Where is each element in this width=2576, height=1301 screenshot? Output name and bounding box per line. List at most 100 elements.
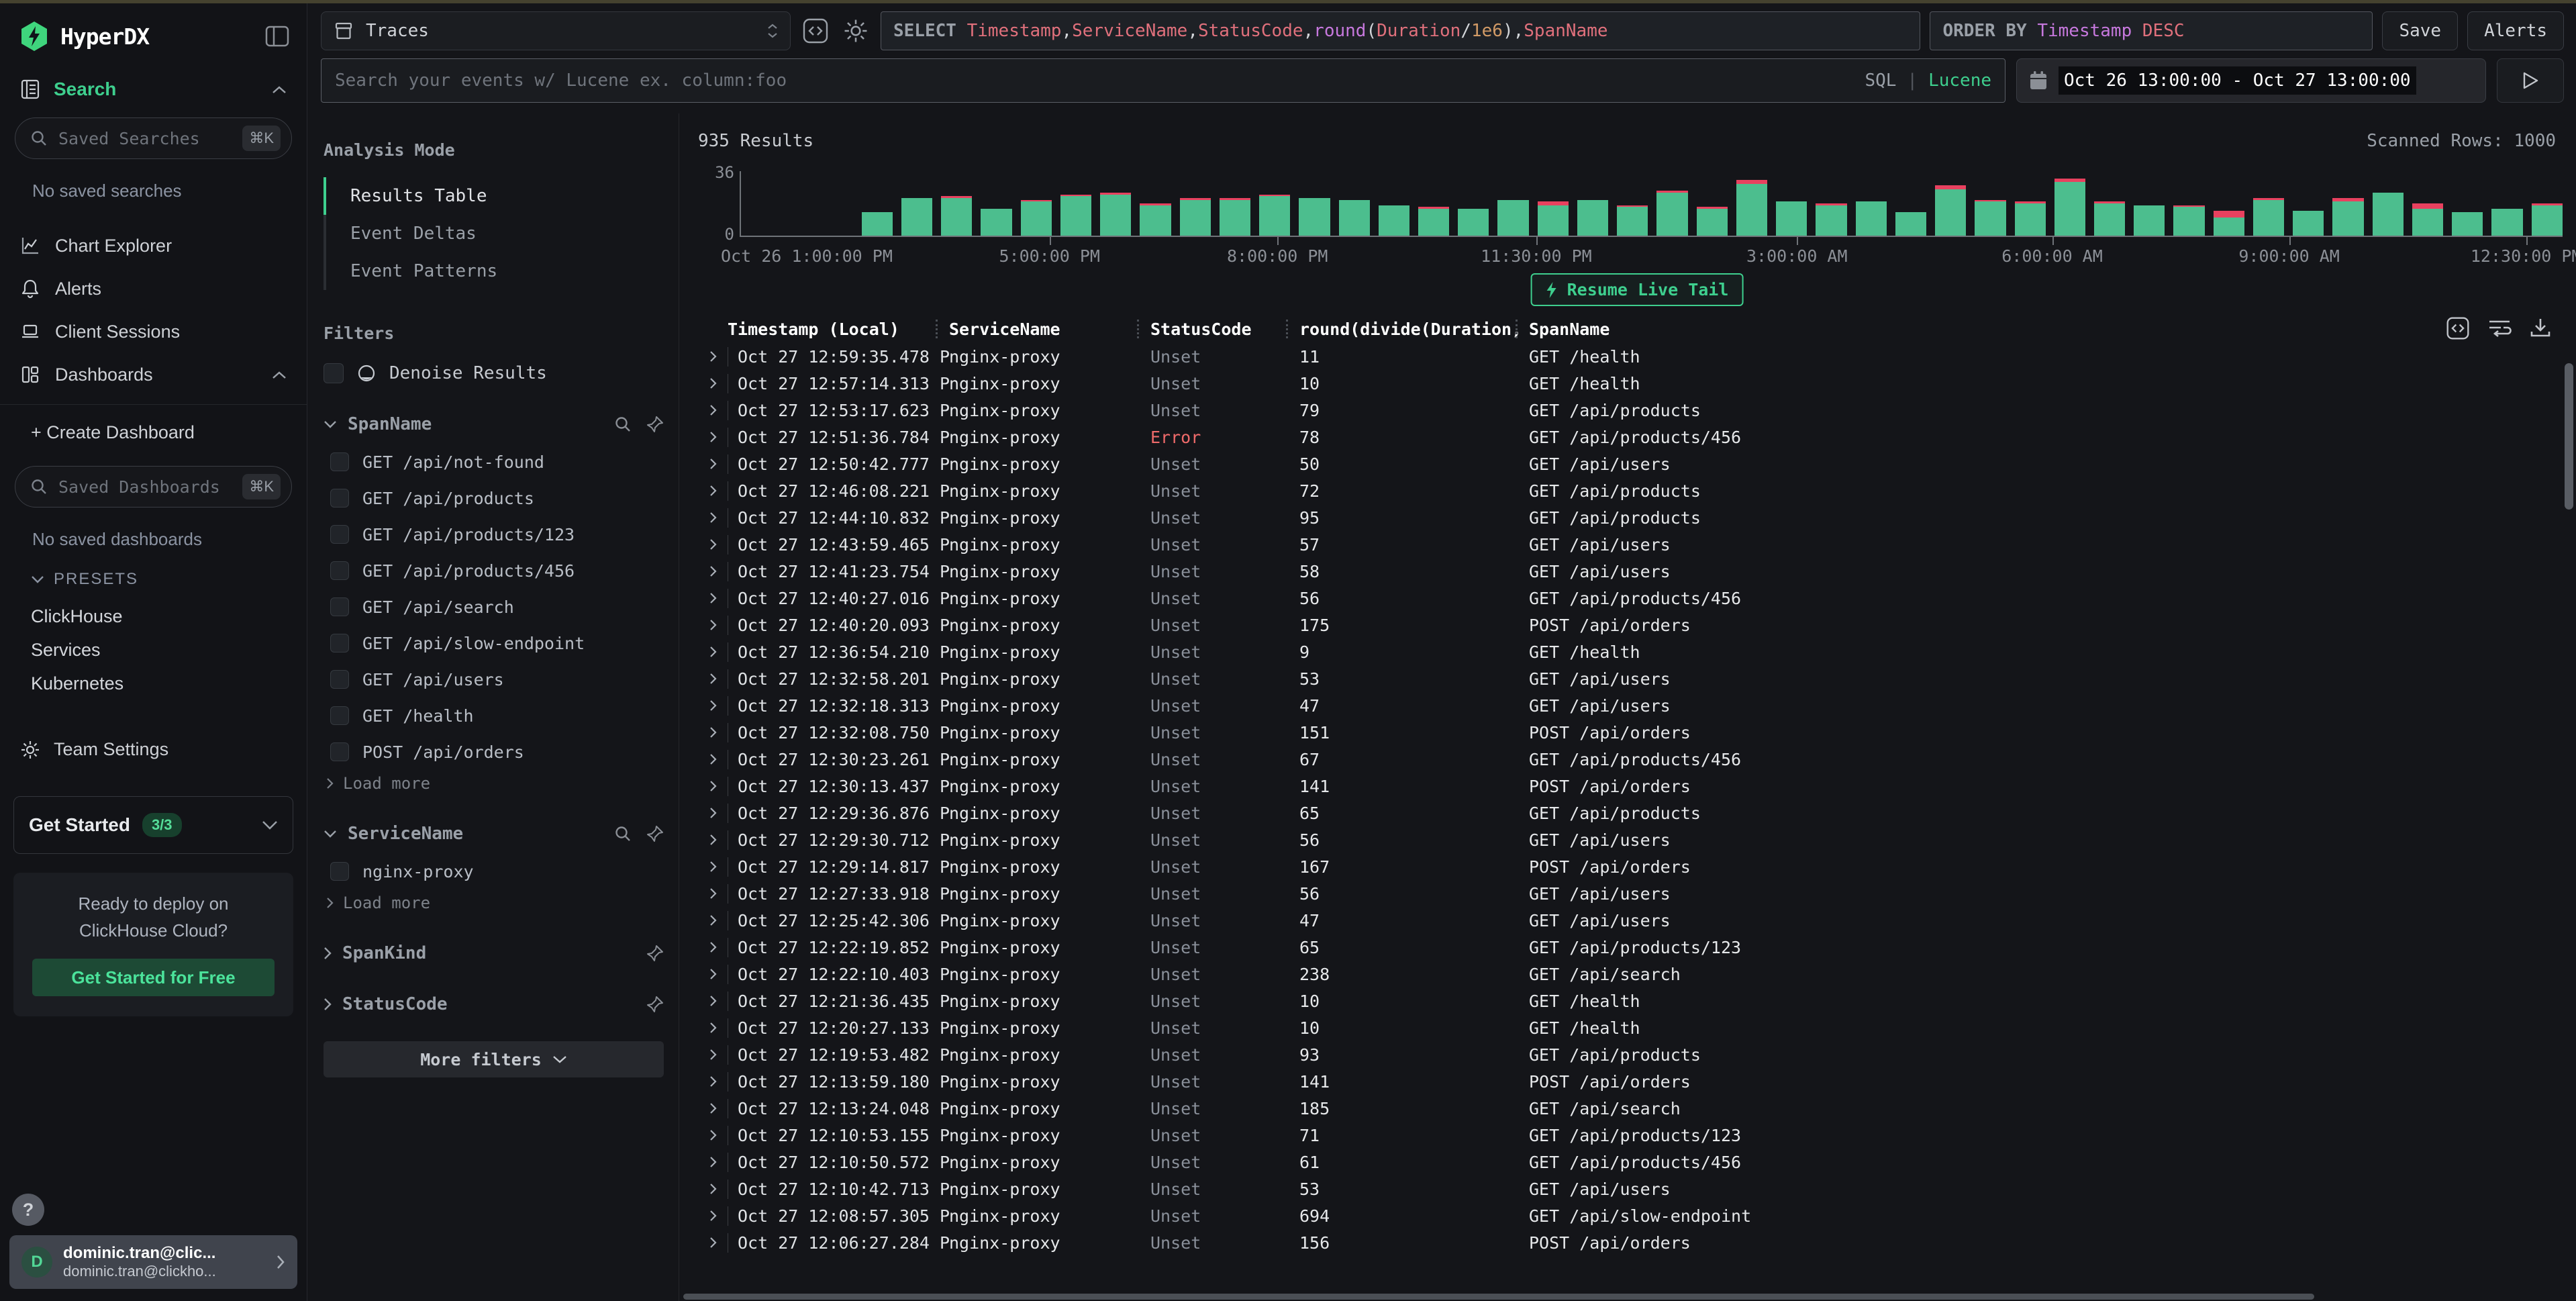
table-row[interactable]: Oct 27 12:40:20.093 PM nginx-proxy Unset…	[698, 612, 2576, 638]
select-columns-input[interactable]: SELECT Timestamp,ServiceName,StatusCode,…	[881, 11, 1921, 50]
wrap-lines-icon[interactable]	[2487, 318, 2512, 339]
filter-option[interactable]: GET /health	[324, 697, 664, 734]
vertical-scrollbar-thumb[interactable]	[2565, 363, 2573, 510]
table-row[interactable]: Oct 27 12:22:10.403 PM nginx-proxy Unset…	[698, 961, 2576, 987]
filter-checkbox[interactable]	[330, 452, 349, 471]
table-row[interactable]: Oct 27 12:13:59.180 PM nginx-proxy Unset…	[698, 1068, 2576, 1095]
spanname-load-more[interactable]: Load more	[326, 774, 664, 793]
filter-option[interactable]: GET /api/products/123	[324, 516, 664, 552]
resume-live-tail-button[interactable]: Resume Live Tail	[1530, 273, 1744, 306]
row-expand-chevron[interactable]	[698, 1022, 728, 1034]
table-row[interactable]: Oct 27 12:20:27.133 PM nginx-proxy Unset…	[698, 1014, 2576, 1041]
servicename-load-more[interactable]: Load more	[326, 894, 664, 912]
row-expand-chevron[interactable]	[698, 404, 728, 416]
table-row[interactable]: Oct 27 12:25:42.306 PM nginx-proxy Unset…	[698, 907, 2576, 934]
preset-dashboard-link[interactable]: Services	[31, 639, 101, 660]
preset-dashboard-link[interactable]: Kubernetes	[31, 673, 124, 693]
row-expand-chevron[interactable]	[698, 700, 728, 712]
row-expand-chevron[interactable]	[698, 1075, 728, 1088]
table-row[interactable]: Oct 27 12:32:08.750 PM nginx-proxy Unset…	[698, 719, 2576, 746]
filter-checkbox[interactable]	[330, 634, 349, 653]
filter-checkbox[interactable]	[330, 489, 349, 508]
analysis-mode-tab[interactable]: Event Patterns	[350, 261, 498, 281]
collapse-sidebar-icon[interactable]	[265, 26, 289, 47]
row-expand-chevron[interactable]	[698, 726, 728, 738]
table-row[interactable]: Oct 27 12:43:59.465 PM nginx-proxy Unset…	[698, 531, 2576, 558]
row-expand-chevron[interactable]	[698, 887, 728, 900]
presets-toggle[interactable]: PRESETS	[31, 570, 307, 589]
row-expand-chevron[interactable]	[698, 1156, 728, 1168]
table-row[interactable]: Oct 27 12:10:50.572 PM nginx-proxy Unset…	[698, 1149, 2576, 1175]
download-icon[interactable]	[2529, 317, 2552, 340]
table-row[interactable]: Oct 27 12:32:58.201 PM nginx-proxy Unset…	[698, 665, 2576, 692]
column-header-statuscode[interactable]: StatusCode	[1137, 319, 1299, 339]
row-expand-chevron[interactable]	[698, 592, 728, 604]
row-expand-chevron[interactable]	[698, 431, 728, 443]
create-dashboard-button[interactable]: + Create Dashboard	[31, 422, 195, 442]
table-row[interactable]: Oct 27 12:30:23.261 PM nginx-proxy Unset…	[698, 746, 2576, 773]
get-started-accordion[interactable]: Get Started 3/3	[13, 796, 293, 854]
row-expand-chevron[interactable]	[698, 1049, 728, 1061]
horizontal-scrollbar-thumb[interactable]	[683, 1294, 2315, 1300]
row-expand-chevron[interactable]	[698, 968, 728, 980]
row-expand-chevron[interactable]	[698, 565, 728, 577]
table-row[interactable]: Oct 27 12:27:33.918 PM nginx-proxy Unset…	[698, 880, 2576, 907]
filter-option[interactable]: POST /api/orders	[324, 734, 664, 770]
filter-checkbox[interactable]	[330, 525, 349, 544]
row-expand-chevron[interactable]	[698, 485, 728, 497]
user-menu[interactable]: D dominic.tran@clic... dominic.tran@clic…	[9, 1235, 297, 1289]
filter-option[interactable]: GET /api/products	[324, 480, 664, 516]
table-row[interactable]: Oct 27 12:29:30.712 PM nginx-proxy Unset…	[698, 826, 2576, 853]
row-expand-chevron[interactable]	[698, 1183, 728, 1195]
row-expand-chevron[interactable]	[698, 941, 728, 953]
pin-icon[interactable]	[646, 416, 664, 433]
filter-group-statuscode[interactable]: StatusCode	[324, 994, 664, 1014]
filter-option[interactable]: GET /api/not-found	[324, 444, 664, 480]
table-row[interactable]: Oct 27 12:30:13.437 PM nginx-proxy Unset…	[698, 773, 2576, 800]
filter-option[interactable]: nginx-proxy	[324, 853, 664, 889]
row-expand-chevron[interactable]	[698, 861, 728, 873]
date-range-picker[interactable]: Oct 26 13:00:00 - Oct 27 13:00:00	[2016, 58, 2486, 103]
table-row[interactable]: Oct 27 12:53:17.623 PM nginx-proxy Unset…	[698, 397, 2576, 424]
search-icon[interactable]	[614, 416, 632, 433]
saved-dashboards-input[interactable]: Saved Dashboards ⌘K	[15, 466, 292, 508]
row-expand-chevron[interactable]	[698, 914, 728, 926]
filter-group-spankind[interactable]: SpanKind	[324, 943, 664, 963]
row-expand-chevron[interactable]	[698, 673, 728, 685]
table-row[interactable]: Oct 27 12:21:36.435 PM nginx-proxy Unset…	[698, 987, 2576, 1014]
code-view-icon[interactable]	[2446, 316, 2470, 340]
search-icon[interactable]	[614, 825, 632, 842]
filter-option[interactable]: GET /api/slow-endpoint	[324, 625, 664, 661]
row-expand-chevron[interactable]	[698, 807, 728, 819]
table-row[interactable]: Oct 27 12:08:57.305 PM nginx-proxy Unset…	[698, 1202, 2576, 1229]
saved-searches-input[interactable]: Saved Searches ⌘K	[15, 117, 292, 159]
filter-checkbox[interactable]	[330, 742, 349, 761]
sidebar-item-alerts[interactable]: Alerts	[0, 267, 307, 310]
search-input[interactable]: Search your events w/ Lucene ex. column:…	[321, 58, 2005, 103]
table-row[interactable]: Oct 27 12:19:53.482 PM nginx-proxy Unset…	[698, 1041, 2576, 1068]
sidebar-item-client-sessions[interactable]: Client Sessions	[0, 310, 307, 353]
edit-source-code-button[interactable]	[800, 15, 831, 46]
source-select[interactable]: Traces	[321, 11, 791, 50]
source-settings-button[interactable]	[840, 15, 871, 46]
alerts-button[interactable]: Alerts	[2467, 11, 2564, 50]
language-toggle-sql[interactable]: SQL	[1865, 70, 1897, 91]
row-expand-chevron[interactable]	[698, 753, 728, 765]
filter-option[interactable]: GET /api/users	[324, 661, 664, 697]
denoise-checkbox[interactable]	[324, 363, 344, 383]
row-expand-chevron[interactable]	[698, 619, 728, 631]
filter-checkbox[interactable]	[330, 561, 349, 580]
sidebar-item-dashboards[interactable]: Dashboards	[0, 353, 307, 396]
row-expand-chevron[interactable]	[698, 646, 728, 658]
filter-option[interactable]: GET /api/products/456	[324, 552, 664, 589]
filter-checkbox[interactable]	[330, 706, 349, 725]
pin-icon[interactable]	[646, 825, 664, 842]
table-row[interactable]: Oct 27 12:51:36.784 PM nginx-proxy Error…	[698, 424, 2576, 450]
order-by-input[interactable]: ORDER BY Timestamp DESC	[1930, 11, 2373, 50]
more-filters-button[interactable]: More filters	[324, 1041, 664, 1077]
table-row[interactable]: Oct 27 12:29:14.817 PM nginx-proxy Unset…	[698, 853, 2576, 880]
row-expand-chevron[interactable]	[698, 458, 728, 470]
row-expand-chevron[interactable]	[698, 834, 728, 846]
table-row[interactable]: Oct 27 12:46:08.221 PM nginx-proxy Unset…	[698, 477, 2576, 504]
table-row[interactable]: Oct 27 12:57:14.313 PM nginx-proxy Unset…	[698, 370, 2576, 397]
